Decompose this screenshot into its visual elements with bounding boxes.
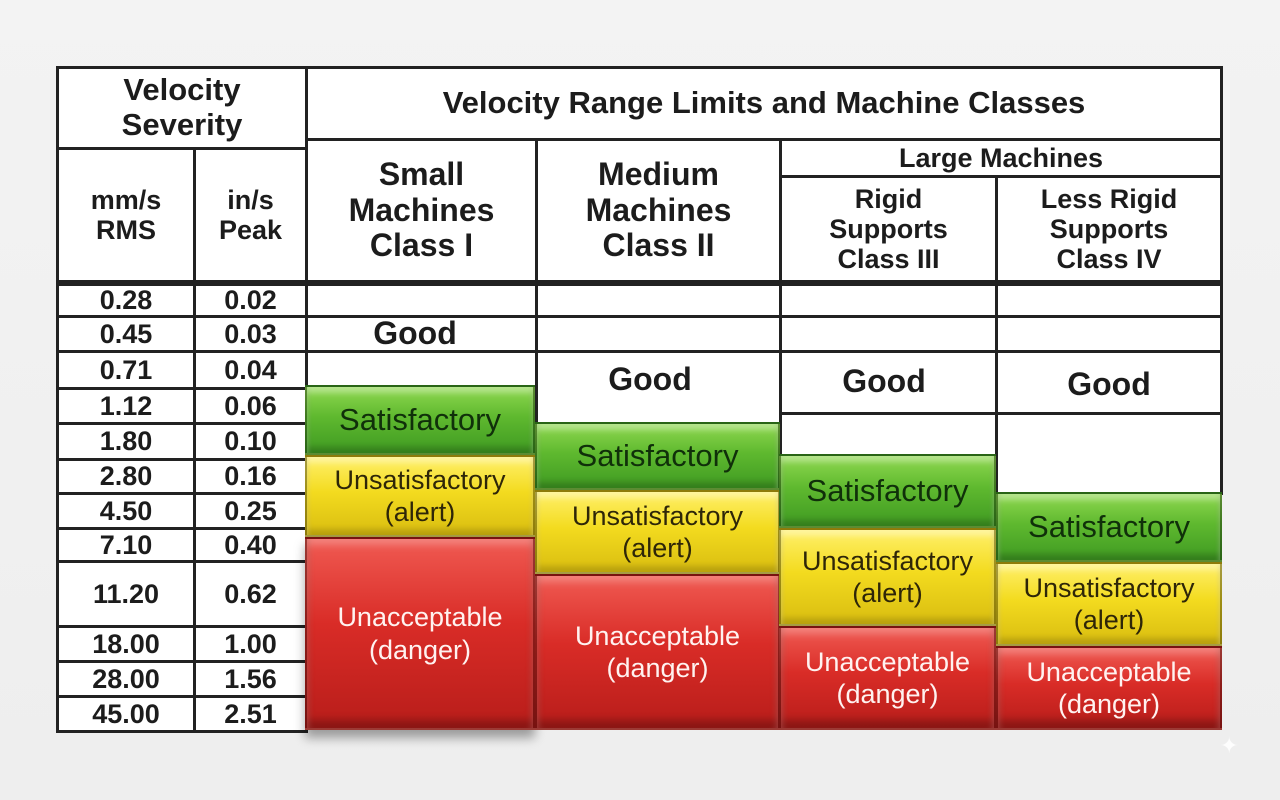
alert-sub-label: (alert) — [852, 578, 923, 608]
danger-label: Unacceptable — [574, 620, 741, 651]
good-zone-cell — [779, 412, 998, 457]
class-iv-satisfactory: Satisfactory — [996, 492, 1222, 562]
page-title: Velocity Range Limits and Machine Classe… — [305, 66, 1223, 141]
class-i-alert: Unsatisfactory (alert) — [305, 455, 535, 537]
class-iii-label: Rigid Supports Class III — [829, 183, 948, 275]
in-s-value: 0.02 — [193, 283, 308, 318]
class-ii-alert: Unsatisfactory (alert) — [535, 490, 780, 574]
mm-s-value: 4.50 — [56, 492, 196, 530]
in-s-value: 2.51 — [193, 695, 308, 733]
good-zone-cell — [995, 350, 1223, 415]
class-iii-satisfactory: Satisfactory — [779, 454, 996, 528]
danger-label: Unacceptable — [337, 602, 503, 633]
class-i-satisfactory: Satisfactory — [305, 385, 535, 455]
danger-sub-label: (danger) — [606, 653, 709, 683]
alert-label: Unsatisfactory — [801, 545, 974, 576]
danger-label: Unacceptable — [804, 646, 971, 677]
class-iv-good-label: Good — [1067, 365, 1151, 402]
mm-s-value: 2.80 — [56, 458, 196, 495]
in-s-peak-header: in/s Peak — [193, 147, 308, 283]
good-zone-cell — [995, 315, 1223, 353]
danger-sub-label: (danger) — [1057, 689, 1161, 719]
class-i-good-label: Good — [373, 314, 457, 351]
class-i-header: Small Machines Class I — [305, 138, 538, 283]
good-zone-cell — [305, 350, 538, 388]
in-s-value: 0.10 — [193, 422, 308, 461]
class-i-label: Small Machines Class I — [348, 155, 495, 264]
class-iv-alert: Unsatisfactory (alert) — [996, 562, 1222, 646]
good-zone-cell — [535, 315, 782, 353]
in-s-peak-label: in/s Peak — [218, 184, 283, 245]
alert-label: Unsatisfactory — [571, 500, 744, 531]
good-zone-cell — [779, 283, 998, 318]
velocity-severity-label: Velocity Severity — [121, 72, 243, 142]
good-zone-cell — [535, 283, 782, 318]
mm-s-value: 28.00 — [56, 660, 196, 698]
large-machines-label: Large Machines — [898, 142, 1104, 173]
danger-sub-label: (danger) — [836, 679, 939, 709]
good-zone-cell — [995, 412, 1223, 495]
title-label: Velocity Range Limits and Machine Classe… — [442, 85, 1086, 121]
in-s-value: 0.62 — [193, 560, 308, 628]
satisfactory-label: Satisfactory — [576, 438, 739, 474]
mm-s-value: 7.10 — [56, 527, 196, 563]
mm-s-value: 45.00 — [56, 695, 196, 733]
satisfactory-label: Satisfactory — [1028, 509, 1190, 545]
good-zone-cell — [779, 315, 998, 353]
in-s-value: 0.40 — [193, 527, 308, 563]
mm-s-value: 0.45 — [56, 315, 196, 353]
class-iii-header: Rigid Supports Class III — [779, 175, 998, 283]
in-s-value: 0.25 — [193, 492, 308, 530]
class-iii-alert: Unsatisfactory (alert) — [779, 528, 996, 626]
satisfactory-label: Satisfactory — [339, 402, 501, 438]
class-iii-good-label: Good — [842, 362, 926, 399]
in-s-value: 0.03 — [193, 315, 308, 353]
sparkle-icon: ✦ — [1220, 734, 1239, 759]
mm-s-value: 0.71 — [56, 350, 196, 390]
alert-label: Unsatisfactory — [1023, 572, 1195, 603]
alert-sub-label: (alert) — [384, 497, 456, 527]
velocity-severity-header: Velocity Severity — [56, 66, 308, 150]
class-ii-header: Medium Machines Class II — [535, 138, 782, 283]
class-iv-danger: Unacceptable (danger) — [996, 646, 1222, 730]
alert-sub-label: (alert) — [1073, 605, 1145, 635]
mm-s-value: 0.28 — [56, 283, 196, 318]
class-i-danger: Unacceptable (danger) — [305, 537, 535, 730]
in-s-value: 0.16 — [193, 458, 308, 495]
danger-label: Unacceptable — [1026, 656, 1192, 687]
mm-s-value: 11.20 — [56, 560, 196, 628]
mm-s-rms-label: mm/s RMS — [90, 184, 162, 245]
in-s-value: 0.04 — [193, 350, 308, 390]
good-zone-cell — [995, 283, 1223, 318]
in-s-value: 1.00 — [193, 625, 308, 663]
class-iv-label: Less Rigid Supports Class IV — [1040, 183, 1178, 275]
large-machines-header: Large Machines — [779, 138, 1223, 178]
satisfactory-label: Satisfactory — [806, 473, 969, 509]
alert-sub-label: (alert) — [622, 533, 693, 563]
mm-s-value: 18.00 — [56, 625, 196, 663]
in-s-value: 1.56 — [193, 660, 308, 698]
alert-label: Unsatisfactory — [334, 464, 506, 495]
danger-sub-label: (danger) — [368, 634, 472, 665]
class-ii-danger: Unacceptable (danger) — [535, 574, 780, 730]
class-ii-label: Medium Machines Class II — [585, 155, 732, 264]
class-iii-danger: Unacceptable (danger) — [779, 626, 996, 730]
class-iv-header: Less Rigid Supports Class IV — [995, 175, 1223, 283]
mm-s-value: 1.80 — [56, 422, 196, 461]
mm-s-rms-header: mm/s RMS — [56, 147, 196, 283]
mm-s-value: 1.12 — [56, 387, 196, 425]
in-s-value: 0.06 — [193, 387, 308, 425]
class-ii-good-label: Good — [608, 360, 692, 397]
class-ii-satisfactory: Satisfactory — [535, 422, 780, 490]
